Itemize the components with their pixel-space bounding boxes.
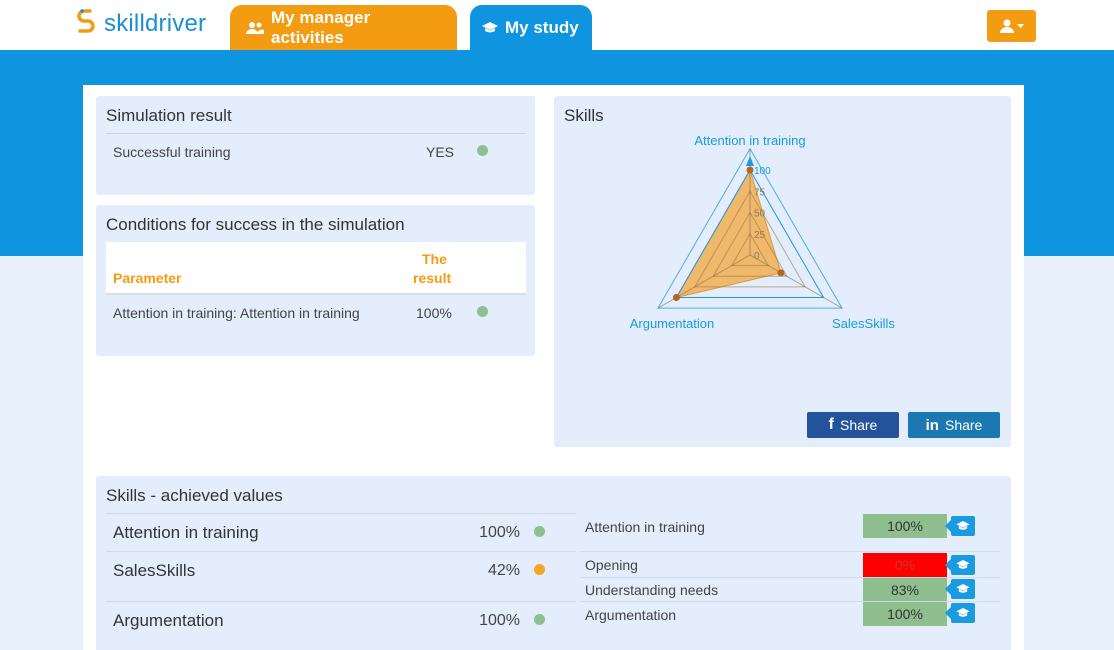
subskill-score-bar: 83%	[863, 578, 947, 602]
skill-name: Attention in training	[113, 523, 259, 542]
card-title: Simulation result	[106, 106, 232, 125]
user-menu-button[interactable]	[987, 10, 1036, 42]
skill-name: SalesSkills	[113, 561, 196, 580]
learn-button[interactable]	[945, 516, 975, 536]
radar-grid-ring	[693, 190, 807, 288]
radar-tick-label: 0	[754, 251, 760, 262]
skill-name: Argumentation	[113, 611, 224, 630]
radar-data-point	[777, 269, 785, 277]
radar-axis-arrow	[746, 156, 754, 166]
radar-grid-ring	[730, 232, 770, 267]
tab-my-manager-activities[interactable]: My manager activities	[230, 5, 457, 50]
radar-grid-ring	[675, 168, 825, 298]
column-header-parameter: Parameter	[113, 270, 182, 286]
learn-button[interactable]	[945, 579, 975, 599]
conditions-card: Conditions for success in the simulation…	[96, 205, 535, 356]
learn-button[interactable]	[945, 555, 975, 575]
card-title: Conditions for success in the simulation	[106, 215, 405, 234]
skill-value: 100%	[479, 524, 520, 541]
divider	[106, 513, 576, 514]
radar-tick-label: 25	[754, 230, 766, 241]
subskill-score-bar: 0%	[863, 553, 947, 577]
conditions-table-header: Parameter The result	[106, 242, 526, 295]
top-navigation-bar: skilldriver My manager activities My stu…	[0, 0, 1114, 50]
status-dot-green	[534, 614, 545, 625]
linkedin-share-button[interactable]: in Share	[908, 412, 1000, 438]
status-dot-green	[477, 306, 488, 317]
skill-value: 100%	[479, 612, 520, 629]
card-title: Skills	[564, 106, 604, 125]
tab-label: My manager activities	[271, 7, 371, 47]
subskill-score-bar: 100%	[863, 514, 947, 538]
skills-radar-chart: 100 75 50 25 0 Attention in training SalesSkil…	[630, 133, 896, 331]
column-header-result-line1: The	[422, 251, 447, 267]
simulation-result-card: Simulation result Successful training YE…	[96, 96, 535, 195]
tab-label: My study	[505, 17, 579, 37]
divider	[580, 577, 1000, 578]
facebook-share-button[interactable]: f Share	[807, 412, 899, 438]
subskill-name: Attention in training	[585, 519, 705, 535]
radar-data-area	[675, 168, 782, 299]
linkedin-icon: in	[925, 416, 939, 434]
skill-value: 42%	[487, 562, 520, 579]
share-label: Share	[839, 417, 878, 433]
brand-name: skilldriver	[104, 10, 207, 37]
divider	[106, 601, 576, 602]
graduation-cap-icon	[482, 21, 498, 32]
radar-axis-label: Argumentation	[630, 316, 715, 331]
subskill-score-bar: 100%	[863, 602, 947, 626]
main-content: Simulation result Successful training YE…	[83, 85, 1024, 650]
status-dot-green	[477, 145, 488, 156]
share-label: Share	[944, 417, 983, 433]
radar-tick-label: 50	[754, 209, 766, 220]
graduation-cap-icon	[956, 608, 970, 617]
radar-axis-line	[657, 254, 751, 309]
radar-data-point	[672, 294, 680, 301]
subskill-name: Understanding needs	[585, 582, 719, 598]
graduation-cap-icon	[956, 521, 970, 530]
condition-parameter: Attention in training: Attention in trai…	[113, 305, 360, 321]
radar-grid-ring	[712, 211, 788, 277]
learn-button[interactable]	[945, 603, 975, 623]
radar-axis-label: Attention in training	[694, 133, 805, 148]
logo[interactable]: skilldriver	[76, 8, 206, 40]
radar-tick-label: 75	[754, 187, 766, 198]
subskill-name: Argumentation	[585, 607, 677, 623]
status-dot-orange	[534, 564, 545, 575]
radar-outer-ring	[657, 147, 843, 309]
column-header-result-line2: result	[413, 270, 452, 286]
tab-my-study[interactable]: My study	[470, 5, 592, 50]
divider	[580, 601, 1000, 602]
skills-achieved-card: Skills - achieved values Attention in tr…	[96, 476, 1011, 650]
user-icon	[999, 19, 1014, 33]
graduation-cap-icon	[956, 584, 970, 593]
radar-axis-label: SalesSkills	[832, 316, 895, 331]
condition-result: 100%	[416, 305, 452, 321]
caret-down-icon	[1016, 24, 1024, 28]
skilldriver-logo-icon	[77, 9, 95, 33]
divider	[580, 551, 1000, 552]
status-dot-green	[534, 526, 545, 537]
subskill-name: Opening	[585, 557, 638, 573]
group-icon	[246, 21, 264, 34]
graduation-cap-icon	[956, 560, 970, 569]
facebook-icon: f	[828, 416, 834, 433]
skills-chart-card: Skills 100 75 50 25 0 Attention in training Sa…	[554, 96, 1011, 447]
result-value: YES	[426, 144, 455, 160]
divider	[106, 551, 576, 552]
radar-axis-line	[749, 254, 843, 309]
radar-data-point	[746, 166, 754, 174]
result-label: Successful training	[113, 144, 231, 160]
divider	[106, 133, 525, 134]
card-title: Skills - achieved values	[106, 486, 283, 505]
radar-tick-label: 100	[754, 166, 771, 177]
